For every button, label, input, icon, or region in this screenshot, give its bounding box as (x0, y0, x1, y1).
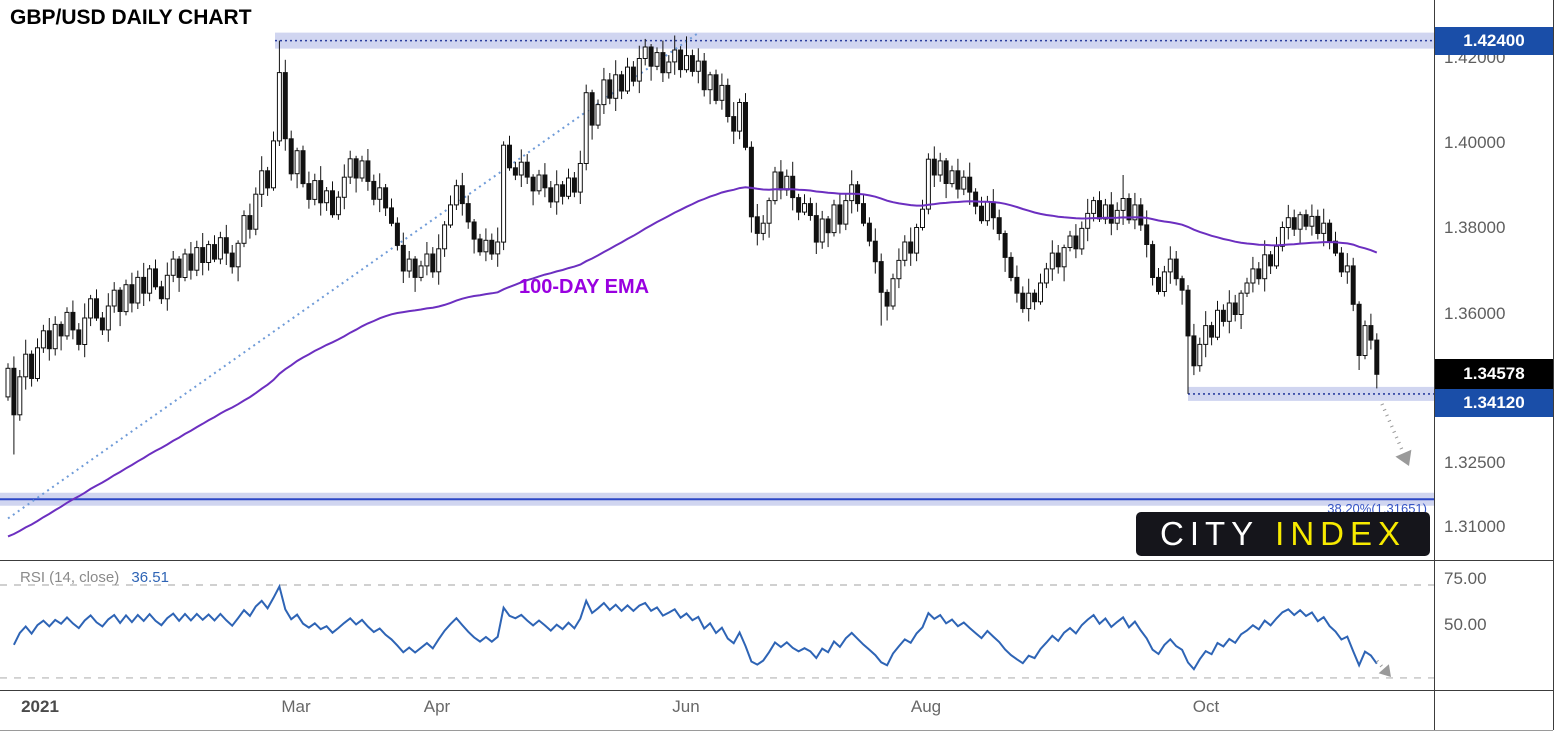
price-tick-1.38000: 1.38000 (1444, 218, 1506, 238)
logo-text-city: CITY (1159, 515, 1260, 552)
last-price-label: 1.34578 (1435, 359, 1553, 390)
time-tick-Apr: Apr (423, 697, 451, 716)
time-tick-Mar: Mar (281, 697, 311, 716)
ema-label: 100-DAY EMA (519, 276, 650, 298)
time-tick-Aug: Aug (910, 697, 942, 716)
price-tick-1.36000: 1.36000 (1444, 303, 1506, 323)
rsi-tick-75.00: 75.00 (1444, 568, 1487, 588)
price-tick-1.40000: 1.40000 (1444, 133, 1506, 153)
rsi-current-value: 36.51 (131, 569, 169, 586)
logo-text-index: INDEX (1275, 515, 1407, 552)
time-tick-2021: 2021 (21, 697, 59, 716)
price-tick-1.31000: 1.31000 (1444, 517, 1506, 537)
rsi-legend: RSI (14, close) 36.51 (20, 569, 169, 586)
rsi-tick-50.00: 50.00 (1444, 615, 1487, 635)
resistance-price-label: 1.42400 (1435, 26, 1553, 55)
time-tick-Oct: Oct (1192, 697, 1220, 716)
price-tick-1.32500: 1.32500 (1444, 453, 1506, 473)
city-index-logo: CITY INDEX (1136, 512, 1430, 556)
chart-title: GBP/USD DAILY CHART (10, 6, 252, 29)
time-tick-Jun: Jun (672, 697, 700, 716)
support-price-label: 1.34120 (1435, 389, 1553, 418)
rsi-indicator-name: RSI (14, close) (20, 569, 120, 586)
